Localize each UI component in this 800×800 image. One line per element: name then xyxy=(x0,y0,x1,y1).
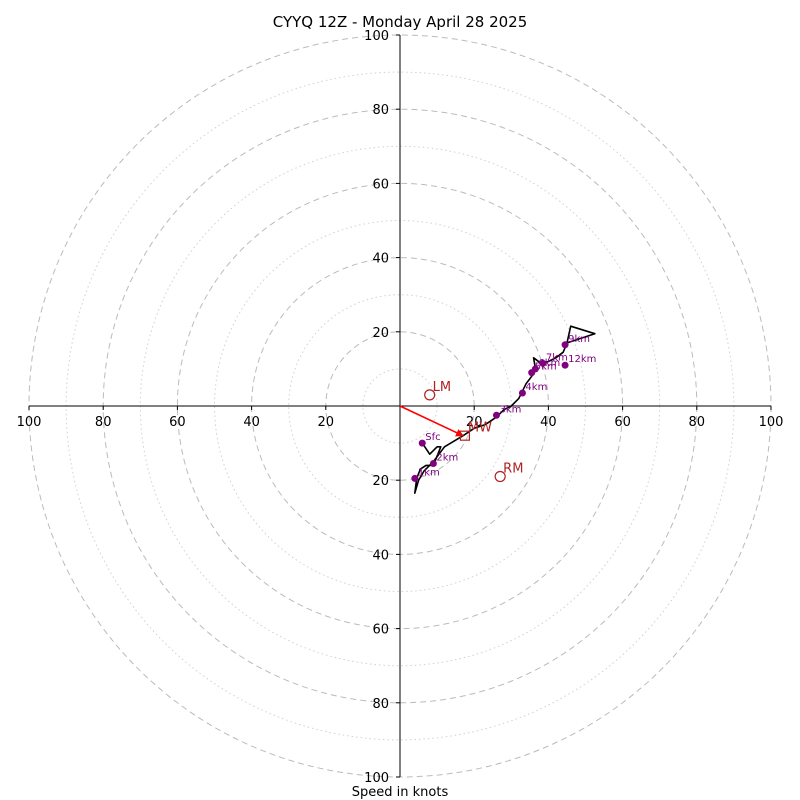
hodograph-trace xyxy=(413,325,596,495)
motion-vector-arrow xyxy=(399,405,464,437)
height-marker-label: 2km xyxy=(436,453,458,464)
y-tick-label: 80 xyxy=(372,103,389,118)
height-marker-label: 4km xyxy=(525,382,547,393)
height-marker-label: Sfc xyxy=(425,432,440,443)
x-axis-label: Speed in knots xyxy=(352,785,449,800)
motion-vector xyxy=(399,405,464,437)
x-tick-label: 80 xyxy=(689,415,706,430)
storm-motion-markers: LM RM MW xyxy=(424,380,523,483)
y-tick-label: 20 xyxy=(372,474,389,489)
height-marker-dot xyxy=(411,474,419,482)
storm-motion-circle xyxy=(494,470,506,483)
height-marker-dot xyxy=(539,359,547,367)
storm-motion-circle xyxy=(424,389,436,401)
height-marker-label: 5km xyxy=(535,362,557,373)
height-marker-dot xyxy=(518,389,526,397)
x-tick-label: 80 xyxy=(95,415,112,430)
x-tick-label: 60 xyxy=(169,415,186,430)
y-tick-label: 60 xyxy=(372,623,389,638)
height-marker-dot xyxy=(531,365,539,373)
chart-title: CYYQ 12Z - Monday April 28 2025 xyxy=(273,13,528,31)
x-tick-label: 40 xyxy=(540,415,557,430)
storm-motion-square xyxy=(459,430,471,441)
storm-motion-label: LM xyxy=(433,380,451,395)
height-marker-dot xyxy=(418,439,426,447)
height-marker-label: 3km xyxy=(499,404,521,415)
y-tick-label: 100 xyxy=(364,29,389,44)
storm-motion-label: MW xyxy=(468,421,492,436)
hodograph-line xyxy=(413,325,596,495)
height-marker-label: 12km xyxy=(568,354,596,365)
x-tick-label: 100 xyxy=(759,415,784,430)
height-marker-label: 6km xyxy=(538,358,560,369)
y-tick-label: 60 xyxy=(372,177,389,192)
x-tick-label: 40 xyxy=(243,415,260,430)
y-tick-label: 20 xyxy=(372,326,389,341)
x-tick-label: 60 xyxy=(614,415,631,430)
x-tick-label: 20 xyxy=(318,415,335,430)
y-tick-label: 40 xyxy=(372,548,389,563)
y-tick-label: 40 xyxy=(372,252,389,267)
y-tick-label: 100 xyxy=(364,771,389,786)
height-marker-label: 7km xyxy=(546,352,568,363)
height-marker-dot xyxy=(492,411,500,419)
tick-labels: 100 80 60 40 20 20 40 60 80 100100806040202040608… xyxy=(17,29,784,786)
height-marker-dot xyxy=(561,361,569,369)
height-marker-dot xyxy=(561,341,569,349)
storm-motion-label: RM xyxy=(503,461,523,476)
height-marker-dot xyxy=(429,460,437,468)
y-tick-label: 80 xyxy=(372,697,389,712)
height-marker-label: 9km xyxy=(568,334,590,345)
height-marker-label: 1km xyxy=(418,467,440,478)
x-tick-label: 100 xyxy=(17,415,42,430)
